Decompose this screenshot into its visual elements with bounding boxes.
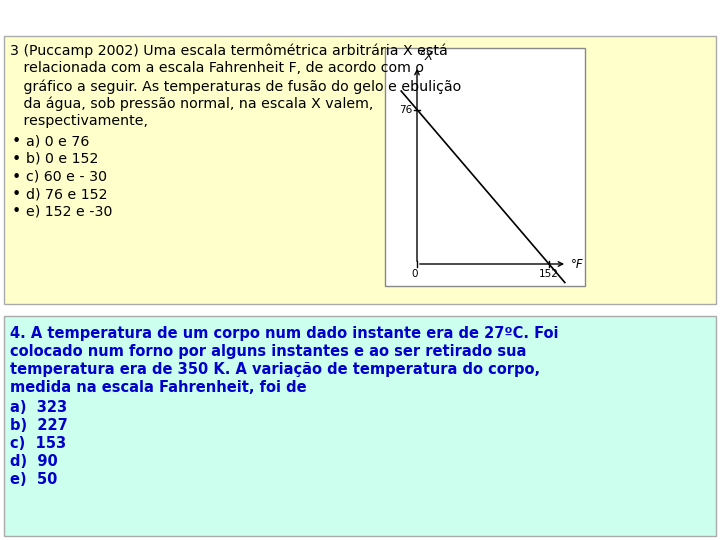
Text: 0: 0 xyxy=(412,269,418,279)
Text: °F: °F xyxy=(571,258,584,271)
Text: relacionada com a escala Fahrenheit F, de acordo com o: relacionada com a escala Fahrenheit F, d… xyxy=(10,62,424,76)
Text: colocado num forno por alguns instantes e ao ser retirado sua: colocado num forno por alguns instantes … xyxy=(10,344,526,359)
Text: e) 152 e -30: e) 152 e -30 xyxy=(26,205,112,219)
Text: respectivamente,: respectivamente, xyxy=(10,114,148,128)
Text: temperatura era de 350 K. A variação de temperatura do corpo,: temperatura era de 350 K. A variação de … xyxy=(10,362,540,377)
Text: 76: 76 xyxy=(399,105,412,114)
FancyBboxPatch shape xyxy=(4,36,716,304)
Text: •: • xyxy=(12,152,22,167)
Text: medida na escala Fahrenheit, foi de: medida na escala Fahrenheit, foi de xyxy=(10,380,307,395)
Text: gráfico a seguir. As temperaturas de fusão do gelo e ebulição: gráfico a seguir. As temperaturas de fus… xyxy=(10,79,462,93)
FancyBboxPatch shape xyxy=(4,316,716,536)
Text: b) 0 e 152: b) 0 e 152 xyxy=(26,152,99,166)
Text: e)  50: e) 50 xyxy=(10,472,58,487)
Text: 4. A temperatura de um corpo num dado instante era de 27ºC. Foi: 4. A temperatura de um corpo num dado in… xyxy=(10,326,559,341)
Text: •: • xyxy=(12,134,22,150)
Text: c) 60 e - 30: c) 60 e - 30 xyxy=(26,170,107,184)
Text: a) 0 e 76: a) 0 e 76 xyxy=(26,134,89,149)
Text: •: • xyxy=(12,205,22,219)
Text: °X: °X xyxy=(420,50,434,63)
Text: d) 76 e 152: d) 76 e 152 xyxy=(26,187,107,201)
Text: c)  153: c) 153 xyxy=(10,436,66,451)
Text: 3 (Puccamp 2002) Uma escala termômétrica arbitrária X está: 3 (Puccamp 2002) Uma escala termômétrica… xyxy=(10,44,448,58)
Text: •: • xyxy=(12,187,22,202)
Text: a)  323: a) 323 xyxy=(10,400,67,415)
Text: b)  227: b) 227 xyxy=(10,418,68,433)
Text: d)  90: d) 90 xyxy=(10,454,58,469)
Text: da água, sob pressão normal, na escala X valem,: da água, sob pressão normal, na escala X… xyxy=(10,97,374,111)
FancyBboxPatch shape xyxy=(385,48,585,286)
Text: 152: 152 xyxy=(539,269,559,279)
Text: •: • xyxy=(12,170,22,185)
